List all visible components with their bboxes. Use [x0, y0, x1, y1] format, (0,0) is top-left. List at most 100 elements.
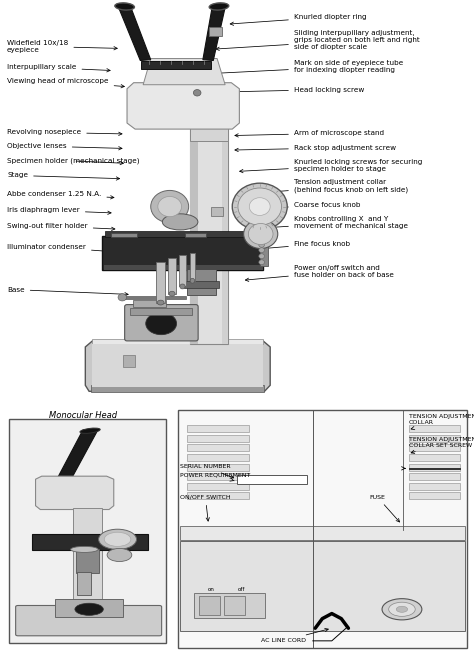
- Bar: [102, 236, 263, 270]
- Bar: [409, 483, 460, 490]
- Bar: [133, 300, 166, 308]
- Bar: [209, 28, 222, 36]
- Text: Viewing head of microscope: Viewing head of microscope: [7, 79, 124, 88]
- Circle shape: [259, 254, 264, 258]
- Bar: [409, 454, 460, 461]
- Bar: [409, 464, 460, 470]
- Ellipse shape: [157, 300, 164, 305]
- Text: Knobs controlling X  and Y
movement of mechanical stage: Knobs controlling X and Y movement of me…: [254, 216, 408, 230]
- Bar: [409, 473, 460, 480]
- Bar: [187, 493, 249, 499]
- Circle shape: [244, 220, 278, 249]
- Text: Knurled diopter ring: Knurled diopter ring: [230, 14, 366, 26]
- Circle shape: [238, 188, 282, 225]
- Circle shape: [259, 248, 264, 253]
- Bar: [194, 593, 265, 618]
- Text: Rack stop adjustment screw: Rack stop adjustment screw: [235, 145, 396, 152]
- Circle shape: [107, 548, 132, 562]
- Text: SERIAL NUMBER: SERIAL NUMBER: [180, 464, 234, 478]
- Bar: [105, 231, 260, 237]
- Bar: [178, 410, 467, 648]
- Bar: [187, 425, 249, 432]
- Bar: [55, 599, 123, 617]
- Bar: [92, 339, 263, 344]
- Polygon shape: [203, 6, 225, 60]
- Bar: [184, 281, 219, 288]
- Text: Base: Base: [7, 287, 128, 296]
- Text: Specimen holder (mechanical stage): Specimen holder (mechanical stage): [7, 157, 140, 165]
- Text: Revolving nosepiece: Revolving nosepiece: [7, 129, 122, 136]
- Ellipse shape: [146, 312, 176, 335]
- Polygon shape: [57, 430, 97, 479]
- Ellipse shape: [75, 604, 103, 615]
- Text: TENSION ADJUSTMENT
COLLAR SET SCREW: TENSION ADJUSTMENT COLLAR SET SCREW: [409, 437, 474, 453]
- Circle shape: [193, 90, 201, 96]
- Ellipse shape: [169, 291, 175, 296]
- Circle shape: [104, 532, 131, 546]
- Bar: [32, 533, 148, 550]
- Text: on: on: [208, 587, 214, 592]
- Ellipse shape: [71, 546, 98, 552]
- Bar: [190, 126, 198, 344]
- Text: Widefield 10x/18
eyepiece: Widefield 10x/18 eyepiece: [7, 40, 117, 53]
- Circle shape: [382, 599, 422, 620]
- Bar: [77, 572, 91, 596]
- Bar: [190, 127, 228, 141]
- Bar: [199, 596, 220, 615]
- Text: ON/OFF SWITCH: ON/OFF SWITCH: [180, 495, 231, 521]
- Bar: [190, 126, 228, 344]
- Bar: [111, 233, 137, 237]
- Bar: [187, 454, 249, 461]
- Bar: [409, 435, 460, 442]
- Bar: [122, 296, 186, 298]
- Bar: [211, 207, 223, 216]
- Polygon shape: [36, 476, 114, 510]
- Bar: [168, 258, 176, 294]
- Bar: [156, 262, 165, 302]
- Bar: [409, 425, 460, 432]
- Ellipse shape: [115, 3, 134, 10]
- Text: Power on/off switch and
fuse holder on back of base: Power on/off switch and fuse holder on b…: [246, 264, 394, 281]
- Text: Monocular Head: Monocular Head: [49, 411, 117, 420]
- Bar: [224, 596, 245, 615]
- Bar: [187, 435, 249, 442]
- Bar: [92, 344, 263, 387]
- Circle shape: [158, 197, 182, 216]
- Text: Swing-out filter holder: Swing-out filter holder: [7, 223, 115, 230]
- Polygon shape: [127, 83, 239, 129]
- Circle shape: [118, 294, 127, 301]
- Text: Illuminator condenser: Illuminator condenser: [7, 244, 116, 253]
- Bar: [409, 444, 460, 451]
- Text: Fine focus knob: Fine focus knob: [257, 241, 350, 251]
- Text: off: off: [238, 587, 246, 592]
- Text: FUSE: FUSE: [370, 495, 400, 522]
- FancyBboxPatch shape: [16, 605, 162, 636]
- Ellipse shape: [180, 284, 185, 289]
- Circle shape: [99, 529, 137, 550]
- Text: Sliding interpupillary adjustment,
grips located on both left and right
side of : Sliding interpupillary adjustment, grips…: [216, 30, 419, 51]
- Bar: [187, 483, 249, 490]
- Ellipse shape: [190, 278, 195, 283]
- Text: Coarse focus knob: Coarse focus knob: [262, 202, 360, 210]
- Bar: [9, 419, 166, 644]
- Bar: [73, 508, 102, 605]
- Ellipse shape: [80, 428, 100, 434]
- Bar: [141, 60, 211, 70]
- Text: Stage: Stage: [7, 173, 119, 180]
- Bar: [180, 526, 465, 540]
- Text: TENSION ADJUSTMENT
COLLAR: TENSION ADJUSTMENT COLLAR: [409, 415, 474, 430]
- Bar: [187, 444, 249, 451]
- Text: POWER REQUIREMENT: POWER REQUIREMENT: [180, 472, 250, 481]
- Bar: [260, 240, 268, 266]
- Bar: [222, 126, 228, 344]
- Text: Tension adjustment collar
(behind focus knob on left side): Tension adjustment collar (behind focus …: [251, 179, 408, 195]
- Bar: [76, 550, 99, 573]
- Circle shape: [249, 197, 270, 215]
- Ellipse shape: [210, 3, 228, 10]
- Bar: [185, 233, 206, 237]
- Circle shape: [259, 243, 264, 247]
- Bar: [180, 541, 465, 631]
- Bar: [187, 464, 249, 470]
- Text: Interpupillary scale: Interpupillary scale: [7, 64, 110, 72]
- Circle shape: [259, 260, 264, 264]
